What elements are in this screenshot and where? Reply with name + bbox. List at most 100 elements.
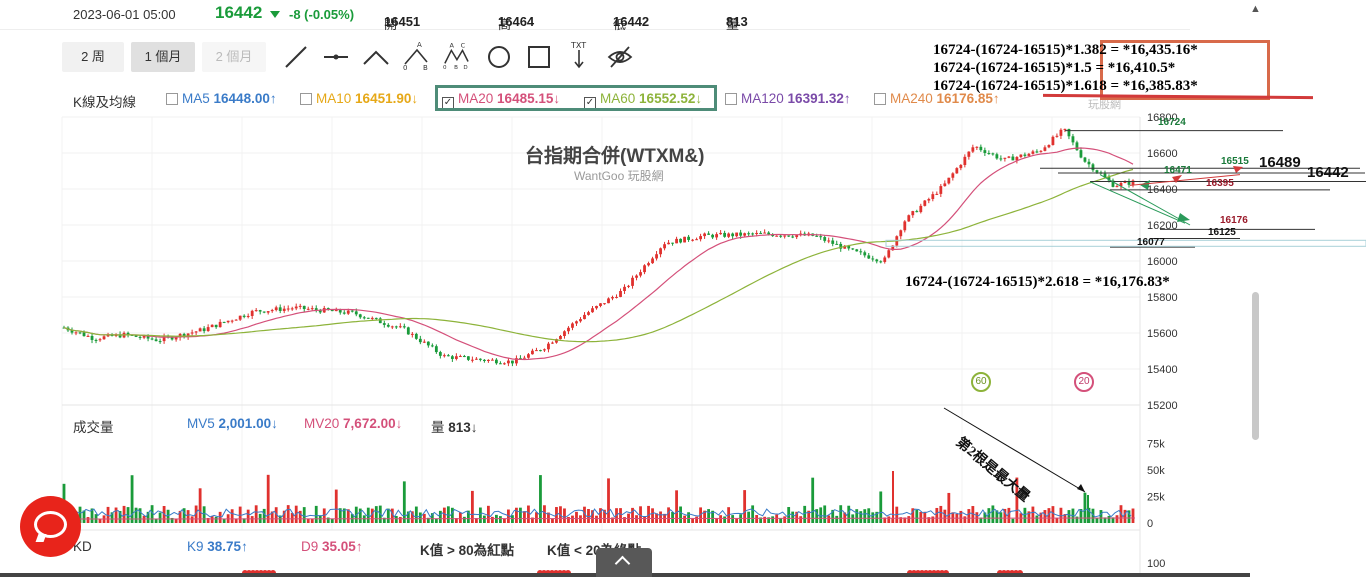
volume-bar bbox=[346, 509, 350, 523]
candle-body bbox=[695, 239, 698, 241]
candle-body bbox=[735, 232, 739, 237]
candle-body bbox=[218, 321, 222, 328]
ma20-toggle[interactable]: ✓ MA20 16485.15↓ bbox=[442, 91, 560, 109]
volume-bar bbox=[719, 515, 723, 523]
volume-bar bbox=[735, 518, 739, 523]
candle-body bbox=[975, 146, 979, 148]
k9-field: K9 38.75↑ bbox=[187, 539, 248, 554]
candle-body bbox=[198, 328, 202, 332]
volume-bar bbox=[306, 518, 310, 523]
volume-bar bbox=[134, 507, 138, 523]
ma10-checkbox[interactable] bbox=[300, 93, 312, 105]
volume-bar bbox=[98, 518, 102, 523]
candle-body bbox=[82, 332, 86, 337]
volume-bar bbox=[811, 477, 815, 523]
quote-bar: 2023-06-01 05:00 16442 -8 (-0.05%) 開 164… bbox=[0, 0, 1190, 32]
ma60-toggle[interactable]: ✓ MA60 16552.52↓ bbox=[584, 91, 702, 109]
ma20-marker[interactable]: 20 bbox=[1074, 372, 1094, 392]
level-16395-label: 16395 bbox=[1206, 178, 1234, 189]
period-2month-button[interactable]: 2 個月 bbox=[202, 42, 266, 72]
level-16176-label: 16176 bbox=[1220, 215, 1248, 226]
open-label: 開 bbox=[384, 17, 398, 32]
ma5-toggle[interactable]: MA5 16448.00↑ bbox=[166, 91, 277, 106]
price-axis-tick: 16000 bbox=[1147, 256, 1178, 268]
ma120-toggle[interactable]: MA120 16391.32↑ bbox=[725, 91, 851, 106]
ma5-checkbox[interactable] bbox=[166, 93, 178, 105]
volume-bar bbox=[703, 510, 707, 523]
candle-body bbox=[787, 235, 791, 237]
candle-body bbox=[138, 336, 142, 338]
candle-body bbox=[98, 339, 102, 341]
volume-bar bbox=[1099, 510, 1103, 523]
candle-body bbox=[306, 308, 310, 310]
candle-body bbox=[74, 332, 78, 334]
angle-tool-icon[interactable] bbox=[363, 44, 389, 70]
volume-bar bbox=[563, 508, 566, 523]
volume-bar bbox=[1095, 518, 1099, 523]
volume-bar bbox=[871, 512, 875, 523]
candle-body bbox=[434, 346, 438, 353]
ma120-checkbox[interactable] bbox=[725, 93, 737, 105]
text-tool-icon[interactable]: TXT bbox=[566, 40, 592, 70]
ma60-marker[interactable]: 60 bbox=[971, 372, 991, 392]
candle-body bbox=[1035, 151, 1039, 153]
volume-bar bbox=[78, 506, 82, 523]
low-value: 16442 bbox=[613, 14, 650, 29]
ma60-checkbox[interactable]: ✓ bbox=[584, 97, 596, 109]
volume-bar bbox=[855, 509, 859, 523]
volume-bar bbox=[450, 507, 454, 523]
volume-bar bbox=[442, 507, 446, 523]
fib-1618-text: 16724-(16724-16515)*1.618 = *16,385.83* bbox=[933, 78, 1198, 94]
ma240-checkbox[interactable] bbox=[874, 93, 886, 105]
ab-pattern-icon[interactable]: A 0 B bbox=[403, 40, 429, 70]
volume-bar bbox=[967, 509, 971, 523]
hide-drawings-icon[interactable] bbox=[607, 44, 633, 70]
candle-body bbox=[202, 328, 206, 332]
candle-body bbox=[635, 275, 638, 278]
candle-body bbox=[270, 310, 274, 312]
candle-body bbox=[362, 317, 366, 319]
volume-bar bbox=[959, 510, 963, 523]
volume-bar bbox=[218, 511, 222, 523]
volume-bar bbox=[723, 516, 727, 523]
volume-bar bbox=[202, 506, 206, 523]
candle-body bbox=[162, 336, 166, 342]
candle-body bbox=[767, 232, 771, 235]
volume-bar bbox=[246, 509, 250, 523]
circle-tool-icon[interactable] bbox=[486, 44, 512, 70]
candle-body bbox=[406, 327, 410, 335]
vertical-scrollbar[interactable] bbox=[1252, 292, 1259, 440]
price-axis-tick: 15400 bbox=[1147, 364, 1178, 376]
rectangle-tool-icon[interactable] bbox=[526, 44, 552, 70]
volume-bar bbox=[883, 517, 887, 523]
candle-body bbox=[691, 239, 694, 241]
horizontal-line-tool-icon[interactable] bbox=[323, 44, 349, 70]
volume-bar bbox=[394, 515, 398, 523]
level-16471-label: 16471 bbox=[1164, 165, 1192, 176]
candle-body bbox=[711, 234, 715, 238]
collapse-panel-button[interactable] bbox=[596, 548, 652, 577]
chat-button[interactable] bbox=[20, 496, 81, 557]
period-2week-button[interactable]: 2 周 bbox=[62, 42, 124, 72]
mv20-value: 7,672.00↓ bbox=[343, 416, 403, 431]
candle-body bbox=[302, 305, 306, 310]
scroll-up-icon[interactable]: ▲ bbox=[1250, 3, 1261, 15]
volume-bar bbox=[619, 508, 622, 523]
volume-value: 813 bbox=[726, 14, 748, 29]
candle-body bbox=[731, 233, 735, 237]
volume-bar bbox=[799, 516, 803, 523]
ma240-toggle[interactable]: MA240 16176.85↑ bbox=[874, 91, 1000, 106]
candle-body bbox=[194, 331, 198, 333]
chart-title: 台指期合併(WTXM&) bbox=[525, 146, 705, 167]
volume-bar bbox=[254, 505, 258, 523]
candle-body bbox=[667, 242, 670, 245]
candle-body bbox=[486, 359, 490, 361]
line-tool-icon[interactable] bbox=[283, 44, 309, 70]
candle-body bbox=[142, 335, 146, 338]
price-axis-tick: 16200 bbox=[1147, 220, 1178, 232]
period-1month-button[interactable]: 1 個月 bbox=[131, 42, 195, 72]
volume-bar bbox=[434, 518, 438, 523]
ma10-toggle[interactable]: MA10 16451.90↓ bbox=[300, 91, 418, 106]
abcd-pattern-icon[interactable]: A C 0 B D bbox=[443, 40, 469, 70]
